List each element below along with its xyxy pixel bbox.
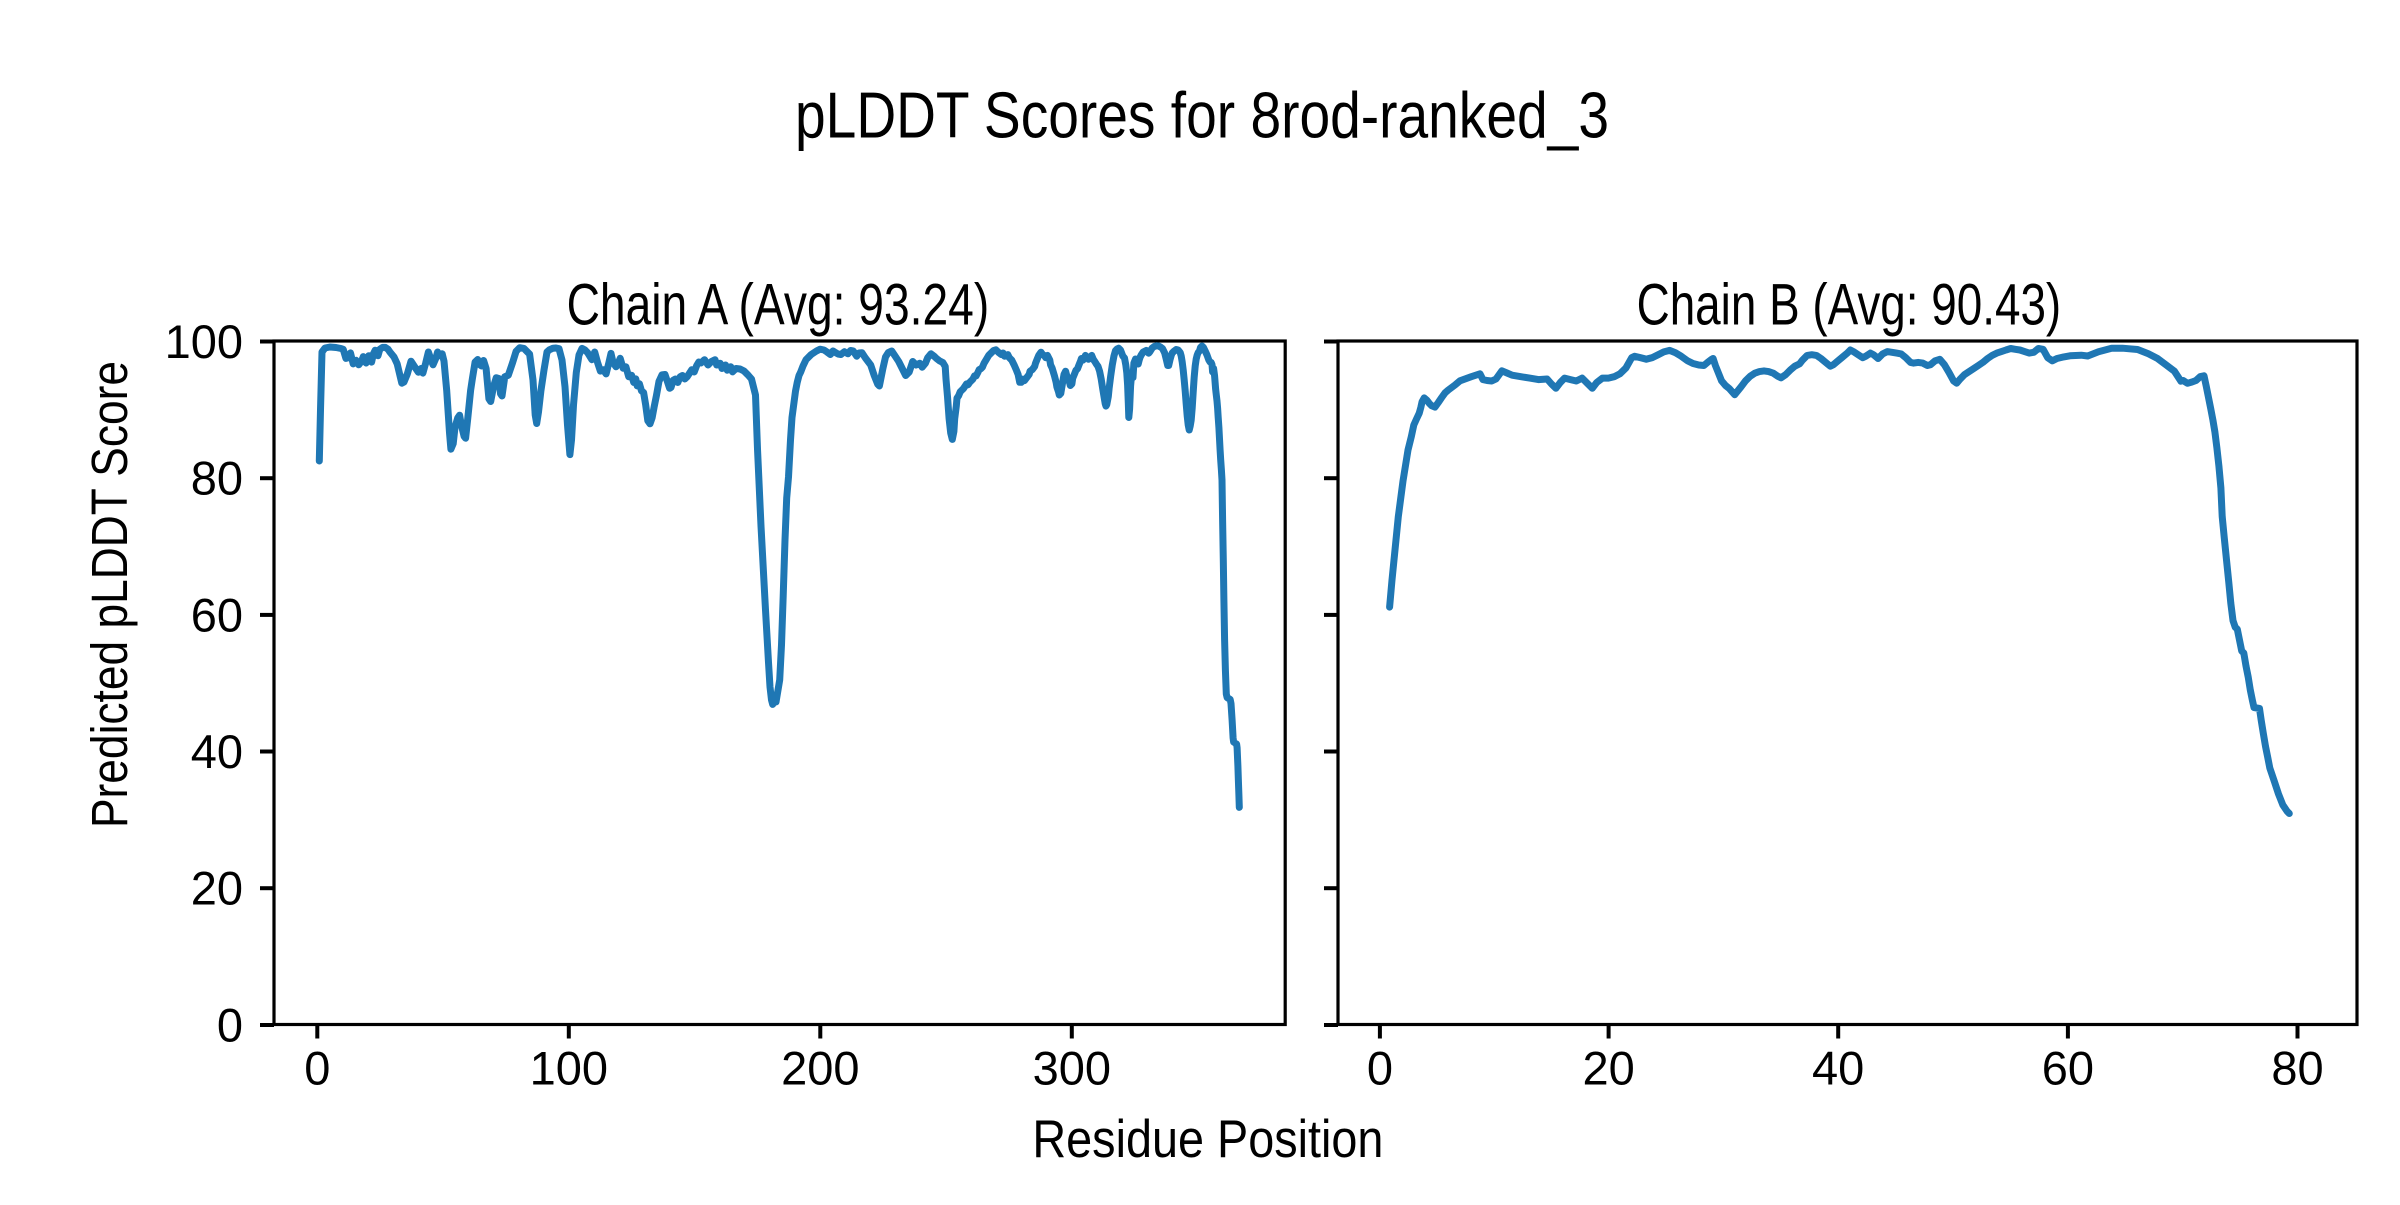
svg-text:100: 100 bbox=[165, 315, 243, 368]
svg-text:60: 60 bbox=[2042, 1042, 2094, 1095]
svg-text:20: 20 bbox=[1582, 1042, 1634, 1095]
svg-text:Residue Position: Residue Position bbox=[1032, 1110, 1383, 1169]
svg-text:60: 60 bbox=[191, 588, 243, 641]
svg-text:200: 200 bbox=[781, 1042, 859, 1095]
svg-text:0: 0 bbox=[304, 1042, 330, 1095]
svg-text:300: 300 bbox=[1033, 1042, 1111, 1095]
svg-text:80: 80 bbox=[191, 452, 243, 505]
svg-text:Predicted pLDDT Score: Predicted pLDDT Score bbox=[81, 361, 138, 828]
svg-text:0: 0 bbox=[217, 999, 243, 1052]
svg-text:Chain A (Avg: 93.24): Chain A (Avg: 93.24) bbox=[567, 272, 990, 337]
svg-text:0: 0 bbox=[1367, 1042, 1393, 1095]
svg-text:pLDDT Scores for 8rod-ranked_3: pLDDT Scores for 8rod-ranked_3 bbox=[795, 79, 1609, 152]
svg-text:Chain B (Avg: 90.43): Chain B (Avg: 90.43) bbox=[1637, 272, 2062, 337]
svg-text:80: 80 bbox=[2271, 1042, 2323, 1095]
svg-text:100: 100 bbox=[530, 1042, 608, 1095]
svg-text:40: 40 bbox=[1812, 1042, 1864, 1095]
svg-text:20: 20 bbox=[191, 862, 243, 915]
svg-text:40: 40 bbox=[191, 725, 243, 778]
